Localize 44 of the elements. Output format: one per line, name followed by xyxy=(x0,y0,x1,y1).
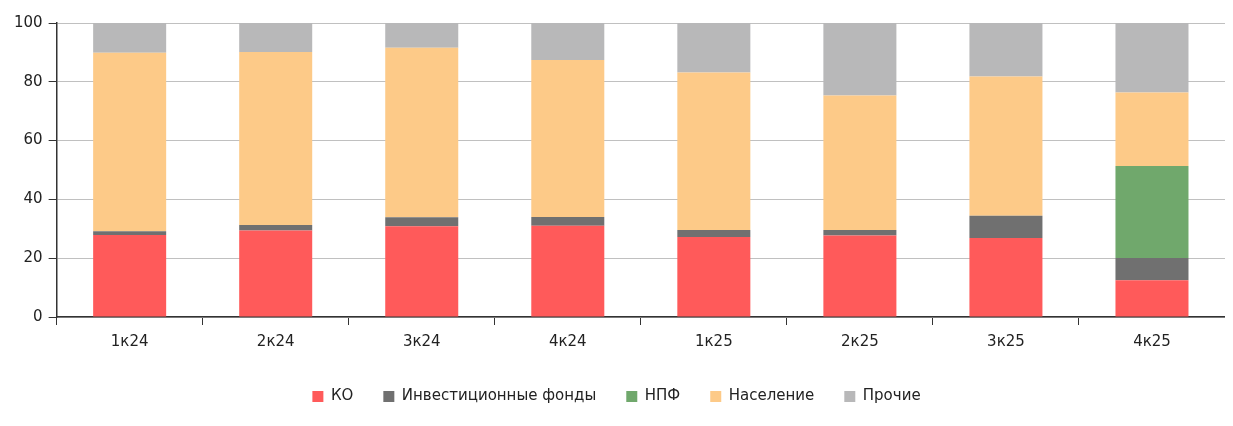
bar xyxy=(531,225,605,317)
bar xyxy=(677,237,751,317)
y-tick-label: 60 xyxy=(23,130,43,149)
bar xyxy=(677,72,751,230)
x-tick-label: 1к24 xyxy=(110,331,149,350)
bar xyxy=(239,52,313,225)
bar xyxy=(969,215,1043,238)
bar xyxy=(385,226,459,317)
legend-label: КО xyxy=(330,386,354,405)
bar xyxy=(385,47,459,218)
bar xyxy=(93,52,167,232)
x-tick-label: 2к25 xyxy=(841,331,879,350)
bar xyxy=(239,230,313,317)
bar xyxy=(969,237,1043,317)
legend-label: Население xyxy=(728,386,815,405)
bar xyxy=(385,217,459,227)
legend-label: Прочие xyxy=(862,386,921,405)
x-tick-label: 3к25 xyxy=(987,331,1025,350)
bar xyxy=(93,234,167,317)
x-tick-label: 3к24 xyxy=(402,331,441,350)
y-tick-label: 40 xyxy=(23,189,43,208)
legend-label: НПФ xyxy=(644,386,681,405)
x-tick-label: 2к24 xyxy=(256,331,295,350)
bar xyxy=(677,229,751,238)
x-tick-label: 1к25 xyxy=(694,331,733,350)
legend-label: Инвестиционные фонды xyxy=(401,386,597,405)
bar xyxy=(531,217,605,226)
bar xyxy=(1115,280,1189,317)
y-tick-label: 20 xyxy=(23,248,43,267)
bar xyxy=(1115,92,1189,166)
x-tick-label: 4к25 xyxy=(1133,331,1171,350)
bar xyxy=(969,76,1043,216)
bar xyxy=(531,60,605,218)
bar xyxy=(823,229,897,236)
bar xyxy=(823,95,897,230)
y-tick-label: 80 xyxy=(23,71,43,90)
bar xyxy=(1115,165,1189,258)
y-tick-label: 100 xyxy=(13,12,43,31)
y-tick-label: 0 xyxy=(33,306,43,325)
bar xyxy=(93,231,167,235)
x-tick-label: 4к24 xyxy=(548,331,587,350)
bar xyxy=(1115,257,1189,281)
bar xyxy=(823,235,897,317)
bar xyxy=(239,224,313,231)
